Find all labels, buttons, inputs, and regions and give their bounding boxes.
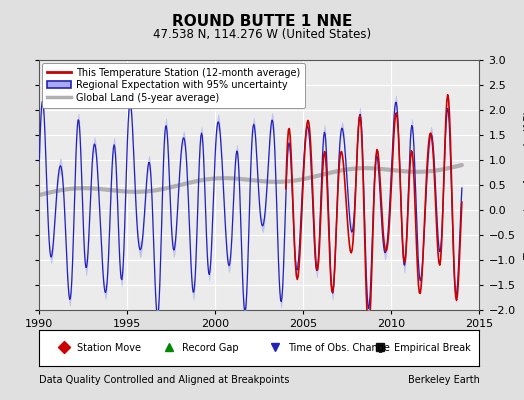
Text: Record Gap: Record Gap [182,343,239,353]
Legend: This Temperature Station (12-month average), Regional Expectation with 95% uncer: This Temperature Station (12-month avera… [42,63,305,108]
Text: Time of Obs. Change: Time of Obs. Change [288,343,390,353]
Text: Station Move: Station Move [77,343,141,353]
Text: Berkeley Earth: Berkeley Earth [408,375,479,385]
Text: 47.538 N, 114.276 W (United States): 47.538 N, 114.276 W (United States) [153,28,371,41]
Text: Data Quality Controlled and Aligned at Breakpoints: Data Quality Controlled and Aligned at B… [39,375,290,385]
Text: Empirical Break: Empirical Break [394,343,471,353]
Text: ROUND BUTTE 1 NNE: ROUND BUTTE 1 NNE [172,14,352,29]
